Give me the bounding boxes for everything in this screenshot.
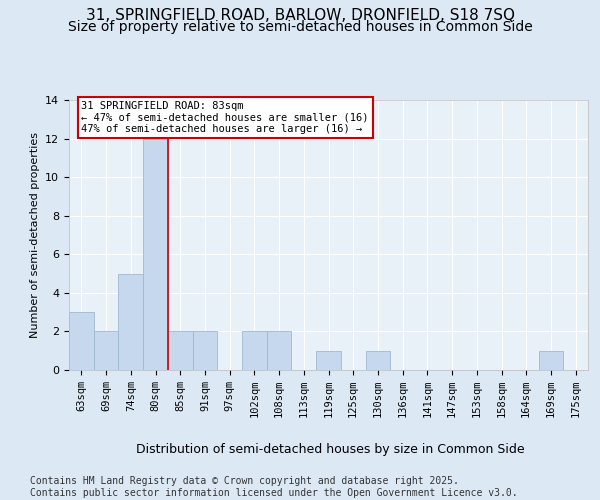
Bar — [242, 332, 267, 370]
Bar — [143, 138, 168, 370]
Bar — [267, 332, 292, 370]
Text: Contains HM Land Registry data © Crown copyright and database right 2025.
Contai: Contains HM Land Registry data © Crown c… — [30, 476, 518, 498]
Bar — [118, 274, 143, 370]
Bar — [69, 312, 94, 370]
Bar — [316, 350, 341, 370]
Y-axis label: Number of semi-detached properties: Number of semi-detached properties — [29, 132, 40, 338]
Text: Distribution of semi-detached houses by size in Common Side: Distribution of semi-detached houses by … — [136, 442, 524, 456]
Text: Size of property relative to semi-detached houses in Common Side: Size of property relative to semi-detach… — [68, 20, 532, 34]
Text: 31, SPRINGFIELD ROAD, BARLOW, DRONFIELD, S18 7SQ: 31, SPRINGFIELD ROAD, BARLOW, DRONFIELD,… — [86, 8, 515, 22]
Text: 31 SPRINGFIELD ROAD: 83sqm
← 47% of semi-detached houses are smaller (16)
47% of: 31 SPRINGFIELD ROAD: 83sqm ← 47% of semi… — [82, 101, 369, 134]
Bar — [168, 332, 193, 370]
Bar — [539, 350, 563, 370]
Bar — [193, 332, 217, 370]
Bar — [365, 350, 390, 370]
Bar — [94, 332, 118, 370]
